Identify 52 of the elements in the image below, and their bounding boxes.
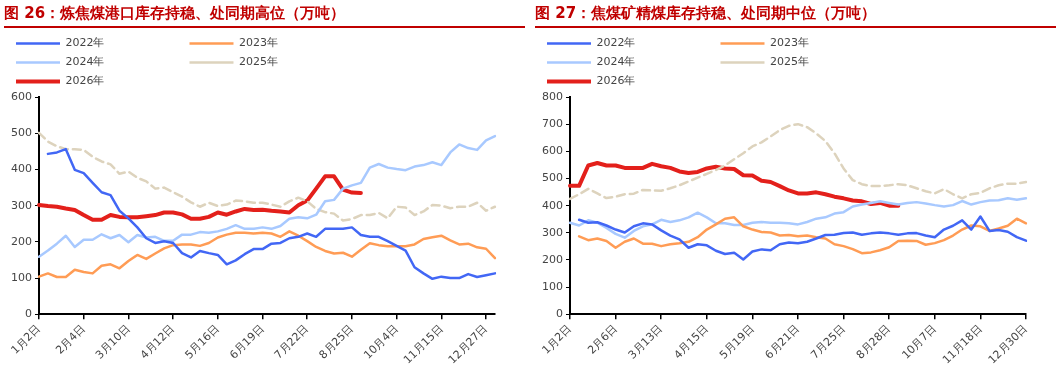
x-tick-label: 5月16日 — [182, 321, 222, 362]
legend-label: 2026年 — [65, 74, 182, 88]
legend-label: 2022年 — [596, 36, 713, 50]
y-tick-label: 600 — [11, 89, 32, 103]
x-tick-label: 8月28日 — [853, 321, 894, 362]
y-tick-label: 0 — [25, 307, 32, 321]
legend-label: 2026年 — [596, 74, 713, 88]
line-series — [568, 122, 1028, 201]
chart-title: 图 26：炼焦煤港口库存持稳、处同期高位（万吨） — [4, 0, 525, 28]
x-tick-label: 11月18日 — [940, 321, 985, 367]
x-tick-label: 2月4日 — [53, 321, 88, 357]
y-tick-label: 500 — [542, 171, 563, 185]
x-tick-label: 11月15日 — [400, 321, 446, 367]
line-series — [37, 131, 497, 222]
legend-label: 2024年 — [65, 55, 182, 69]
legend-label: 2023年 — [769, 36, 886, 50]
x-tick-label: 10月7日 — [899, 321, 939, 362]
y-tick-label: 300 — [542, 225, 563, 239]
legend-label: 2022年 — [65, 36, 182, 50]
y-tick-label: 100 — [11, 270, 32, 284]
y-tick-label: 800 — [542, 89, 563, 103]
x-tick-label: 7月25日 — [808, 321, 848, 362]
x-tick-label: 1月2日 — [8, 321, 44, 357]
y-tick-label: 100 — [542, 280, 563, 294]
x-tick-label: 8月25日 — [316, 321, 357, 362]
y-tick-label: 600 — [542, 144, 563, 158]
x-tick-label: 12月27日 — [445, 321, 491, 367]
chart-title: 图 27：焦煤矿精煤库存持稳、处同期中位（万吨） — [535, 0, 1056, 28]
x-tick-label: 10月4日 — [361, 321, 401, 362]
legend-label: 2024年 — [596, 55, 713, 69]
y-tick-label: 0 — [556, 307, 563, 321]
x-tick-label: 6月19日 — [227, 321, 267, 362]
x-tick-label: 4月15日 — [671, 321, 711, 362]
x-tick-label: 3月10日 — [92, 321, 133, 362]
legend-label: 2025年 — [238, 55, 355, 69]
x-tick-label: 3月13日 — [625, 321, 666, 362]
y-tick-label: 200 — [542, 252, 563, 266]
y-tick-label: 500 — [11, 126, 32, 140]
legend-label: 2025年 — [769, 55, 886, 69]
x-tick-label: 2月6日 — [585, 321, 620, 357]
y-tick-label: 300 — [11, 198, 32, 212]
x-tick-label: 4月12日 — [137, 321, 178, 362]
y-tick-label: 400 — [11, 162, 32, 176]
legend-label: 2023年 — [238, 36, 355, 50]
x-tick-label: 5月19日 — [716, 321, 757, 362]
x-tick-label: 6月21日 — [762, 321, 803, 362]
y-tick-label: 400 — [542, 198, 563, 212]
x-tick-label: 7月22日 — [271, 321, 312, 362]
y-tick-label: 700 — [542, 117, 563, 131]
y-tick-label: 200 — [11, 234, 32, 248]
x-tick-label: 1月2日 — [539, 321, 575, 357]
x-tick-label: 12月30日 — [985, 321, 1031, 367]
